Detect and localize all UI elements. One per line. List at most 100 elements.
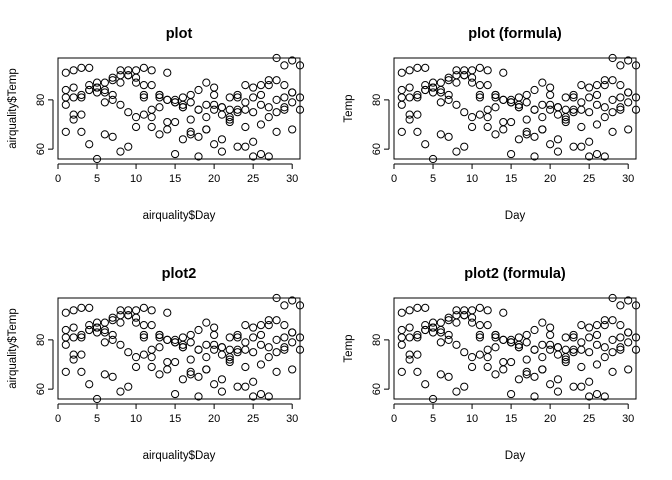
data-point — [577, 320, 586, 330]
data-point — [178, 103, 188, 112]
data-point — [241, 142, 250, 151]
data-point — [452, 306, 461, 315]
data-point — [444, 95, 453, 104]
x-tick-label: 30 — [622, 173, 634, 185]
data-point — [139, 303, 148, 312]
data-point — [272, 76, 281, 85]
data-point — [85, 85, 94, 95]
data-point — [397, 308, 406, 317]
data-point — [85, 80, 94, 90]
data-point — [514, 343, 524, 352]
data-point — [69, 115, 78, 124]
data-point — [272, 293, 281, 303]
data-point — [585, 137, 594, 146]
x-tick-label: 10 — [130, 173, 142, 185]
data-point — [280, 343, 289, 352]
data-point — [264, 103, 273, 112]
data-point — [522, 370, 531, 379]
data-point — [514, 340, 524, 349]
data-point — [546, 105, 555, 114]
data-point — [61, 308, 70, 317]
data-point — [530, 392, 539, 401]
data-point — [608, 76, 617, 85]
data-point — [186, 130, 195, 139]
data-point — [585, 323, 594, 332]
data-point — [421, 325, 430, 335]
data-point — [124, 108, 133, 117]
data-point — [280, 105, 289, 114]
data-point — [467, 362, 477, 372]
x-tick-label: 25 — [247, 173, 259, 185]
x-tick-label: 15 — [169, 413, 181, 425]
data-point — [608, 316, 617, 325]
data-point — [194, 345, 203, 354]
data-point — [210, 330, 219, 340]
data-point — [491, 370, 500, 379]
data-point — [553, 135, 563, 144]
data-point — [210, 105, 219, 114]
data-point — [194, 392, 203, 401]
data-point — [428, 323, 438, 332]
data-point — [413, 63, 422, 72]
data-point — [147, 80, 156, 90]
data-point — [288, 328, 297, 337]
data-point — [506, 149, 516, 159]
data-point — [163, 95, 172, 104]
data-point — [272, 316, 281, 325]
data-point — [436, 130, 445, 139]
data-point — [413, 110, 422, 119]
data-point — [69, 66, 78, 75]
data-point — [460, 66, 469, 75]
data-point — [280, 61, 289, 70]
data-point — [256, 100, 266, 109]
data-point — [116, 311, 125, 320]
x-tick-label: 0 — [391, 173, 397, 185]
data-point — [553, 343, 563, 352]
data-point — [202, 318, 211, 327]
data-point — [61, 68, 70, 77]
data-point — [475, 350, 484, 359]
data-point — [561, 93, 570, 102]
data-point — [413, 350, 422, 359]
data-point — [413, 90, 422, 100]
data-point — [436, 98, 445, 107]
panel-plot-formula: plot (formula) Day Temp 0 5 10 15 20 25 30 60 80 — [343, 26, 641, 222]
data-point — [538, 340, 547, 349]
y-tick-label: 60 — [371, 383, 383, 395]
data-point — [428, 83, 438, 92]
data-point — [155, 103, 164, 112]
data-point — [108, 76, 117, 85]
data-point — [522, 338, 531, 347]
x-axis-label: airquality$Day — [143, 210, 216, 222]
panel-title: plot (formula) — [468, 26, 562, 42]
y-tick-label: 60 — [35, 143, 47, 155]
data-point — [264, 353, 273, 362]
data-point — [522, 367, 531, 377]
data-point — [210, 100, 219, 109]
data-point — [272, 53, 281, 63]
data-point — [592, 389, 602, 399]
data-point — [397, 127, 406, 137]
data-point — [624, 56, 633, 65]
data-point — [600, 392, 609, 401]
data-point — [108, 372, 117, 381]
data-point — [444, 330, 453, 340]
data-point — [452, 340, 461, 349]
data-point — [124, 382, 133, 391]
data-point — [499, 335, 508, 344]
y-tick-label: 60 — [35, 383, 47, 395]
data-point — [77, 93, 86, 102]
data-point — [61, 93, 70, 102]
data-point — [92, 154, 102, 164]
x-axis-label: Day — [505, 450, 526, 462]
data-point — [522, 127, 531, 137]
data-point — [139, 330, 148, 340]
data-point — [592, 100, 602, 109]
data-point — [163, 308, 172, 317]
data-point — [499, 117, 508, 127]
data-point — [256, 320, 266, 330]
data-point — [139, 320, 148, 330]
data-point — [428, 154, 438, 164]
plot-frame — [57, 57, 301, 160]
data-point — [546, 140, 555, 149]
